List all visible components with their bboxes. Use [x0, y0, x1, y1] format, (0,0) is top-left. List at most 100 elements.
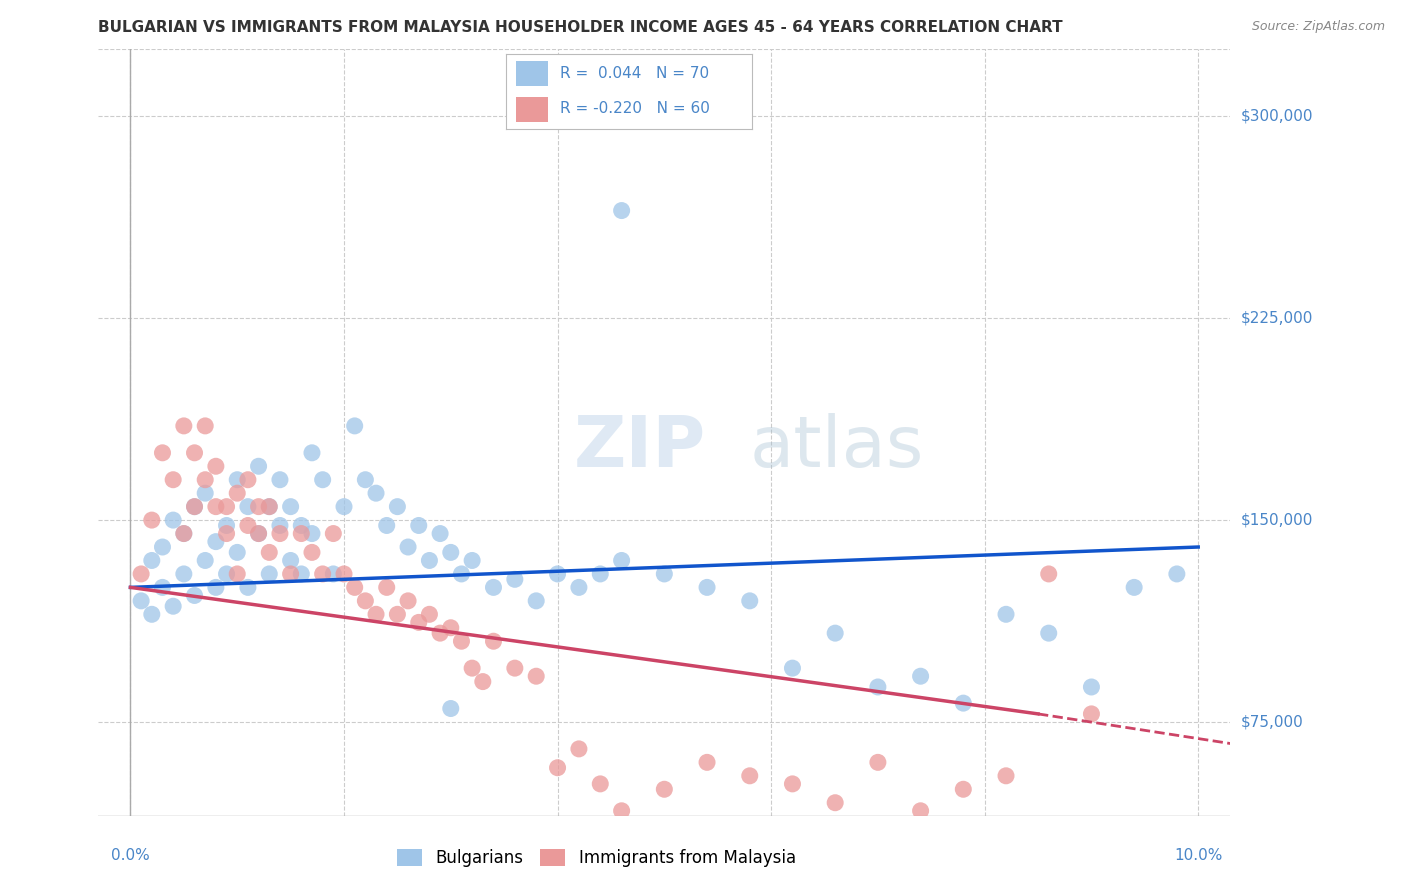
Point: [610, 804, 633, 818]
Point: [450, 566, 472, 581]
Text: $75,000: $75,000: [1241, 714, 1303, 730]
Point: [568, 742, 591, 756]
Point: [343, 581, 366, 595]
Point: [226, 545, 249, 559]
Point: [418, 607, 440, 622]
Text: $150,000: $150,000: [1241, 513, 1313, 527]
Point: [364, 607, 387, 622]
Point: [183, 446, 205, 460]
Point: [952, 782, 974, 797]
Point: [824, 796, 846, 810]
Point: [183, 500, 205, 514]
Point: [568, 581, 591, 595]
Point: [866, 680, 889, 694]
Point: [290, 518, 312, 533]
Point: [429, 526, 451, 541]
Point: [333, 566, 356, 581]
Text: $300,000: $300,000: [1241, 109, 1313, 124]
Point: [215, 566, 238, 581]
Point: [589, 566, 612, 581]
Point: [290, 526, 312, 541]
Point: [236, 500, 259, 514]
Point: [343, 418, 366, 433]
Point: [129, 566, 152, 581]
Point: [396, 594, 419, 608]
Point: [824, 626, 846, 640]
Point: [354, 594, 377, 608]
Point: [461, 553, 484, 567]
Point: [194, 553, 217, 567]
Point: [259, 566, 281, 581]
Point: [173, 526, 195, 541]
Point: [866, 756, 889, 770]
Point: [247, 526, 270, 541]
Point: [910, 804, 932, 818]
Point: [995, 607, 1018, 622]
Point: [652, 566, 676, 581]
Point: [215, 500, 238, 514]
Point: [269, 473, 291, 487]
Point: [247, 526, 270, 541]
Point: [440, 621, 463, 635]
Point: [1080, 706, 1102, 721]
Point: [247, 500, 270, 514]
Point: [1166, 566, 1188, 581]
Point: [205, 534, 228, 549]
Point: [952, 696, 974, 710]
Point: [205, 500, 228, 514]
Point: [259, 500, 281, 514]
Point: [141, 553, 163, 567]
Point: [141, 513, 163, 527]
Point: [236, 581, 259, 595]
Legend: Bulgarians, Immigrants from Malaysia: Bulgarians, Immigrants from Malaysia: [391, 842, 803, 874]
Point: [1123, 581, 1146, 595]
Point: [129, 594, 152, 608]
Point: [236, 473, 259, 487]
Point: [524, 669, 547, 683]
Text: R =  0.044   N = 70: R = 0.044 N = 70: [560, 66, 710, 81]
Point: [226, 473, 249, 487]
Point: [782, 777, 804, 791]
Text: $225,000: $225,000: [1241, 310, 1313, 326]
Point: [375, 581, 398, 595]
Point: [162, 473, 184, 487]
Point: [311, 473, 333, 487]
Point: [311, 566, 333, 581]
Point: [280, 500, 302, 514]
Point: [205, 581, 228, 595]
Point: [301, 526, 323, 541]
Point: [269, 518, 291, 533]
Text: Source: ZipAtlas.com: Source: ZipAtlas.com: [1251, 20, 1385, 33]
Point: [1038, 626, 1060, 640]
Point: [696, 581, 718, 595]
Point: [408, 518, 430, 533]
Point: [280, 553, 302, 567]
Point: [547, 761, 569, 775]
Text: 0.0%: 0.0%: [111, 848, 150, 863]
Point: [440, 701, 463, 715]
FancyBboxPatch shape: [516, 62, 548, 87]
Point: [782, 661, 804, 675]
Point: [290, 566, 312, 581]
Point: [418, 553, 440, 567]
Point: [440, 545, 463, 559]
Point: [173, 526, 195, 541]
Point: [524, 594, 547, 608]
Point: [215, 526, 238, 541]
Point: [482, 634, 505, 648]
Point: [259, 500, 281, 514]
Point: [738, 594, 761, 608]
Point: [450, 634, 472, 648]
Point: [375, 518, 398, 533]
Point: [194, 486, 217, 500]
Point: [162, 599, 184, 614]
Point: [205, 459, 228, 474]
Point: [226, 566, 249, 581]
Point: [322, 566, 344, 581]
Point: [183, 500, 205, 514]
Point: [173, 566, 195, 581]
Text: 10.0%: 10.0%: [1174, 848, 1222, 863]
Point: [503, 661, 526, 675]
Point: [910, 669, 932, 683]
Point: [408, 615, 430, 630]
